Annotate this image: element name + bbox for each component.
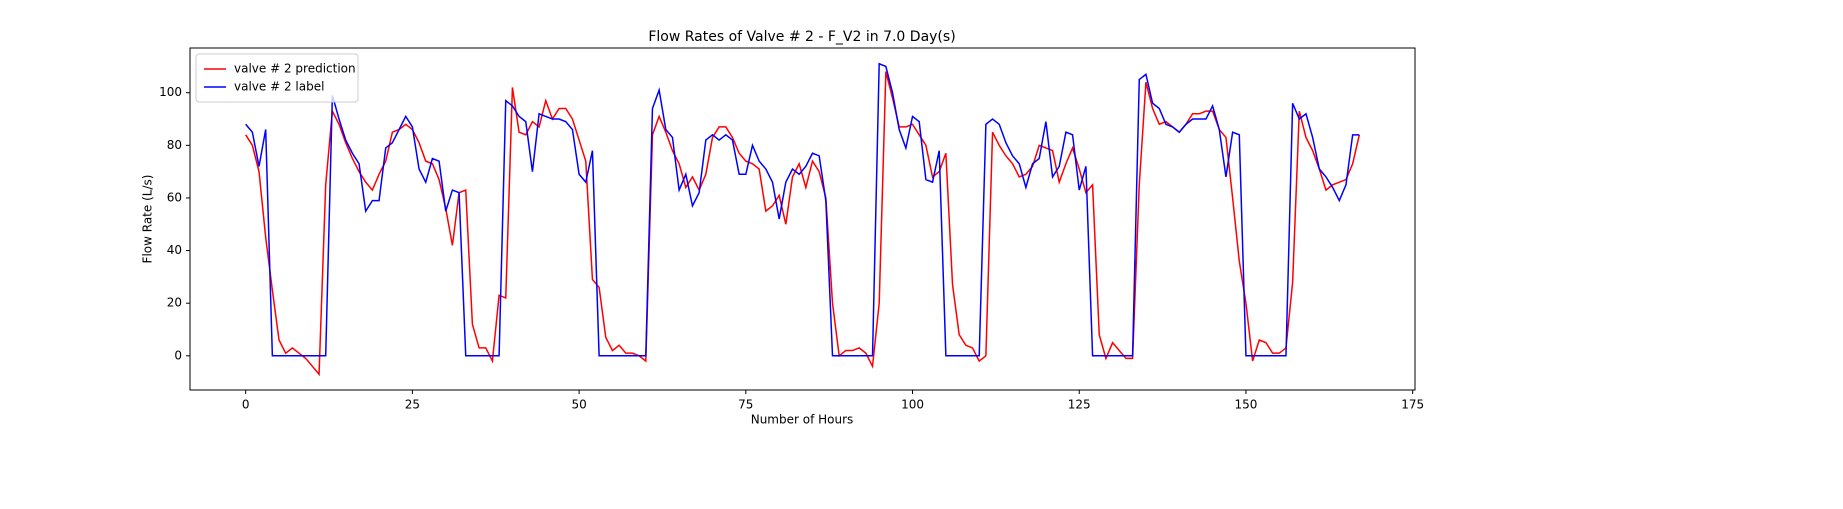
y-tick-label: 100 <box>159 85 182 99</box>
y-tick-label: 60 <box>167 190 182 204</box>
x-tick-label: 150 <box>1235 398 1258 412</box>
x-axis-label: Number of Hours <box>751 413 854 427</box>
y-tick-label: 40 <box>167 243 182 257</box>
legend-box <box>195 53 359 103</box>
x-tick-label: 75 <box>738 398 753 412</box>
series-line <box>245 62 1360 357</box>
x-tick-label: 125 <box>1068 398 1091 412</box>
x-tick-label: 50 <box>571 398 586 412</box>
legend-label: valve # 2 prediction <box>234 62 356 76</box>
y-tick-label: 20 <box>167 296 182 310</box>
x-tick-label: 0 <box>242 398 250 412</box>
chart-title: Flow Rates of Valve # 2 - F_V2 in 7.0 Da… <box>648 29 955 45</box>
x-tick-label: 100 <box>901 398 924 412</box>
y-axis-label: Flow Rate (L/s) <box>141 175 155 264</box>
x-tick-label: 175 <box>1401 398 1424 412</box>
y-tick-label: 80 <box>167 138 182 152</box>
x-tick-label: 25 <box>405 398 420 412</box>
plot-frame <box>189 47 1416 391</box>
y-tick-label: 0 <box>174 348 182 362</box>
legend-label: valve # 2 label <box>234 80 324 94</box>
